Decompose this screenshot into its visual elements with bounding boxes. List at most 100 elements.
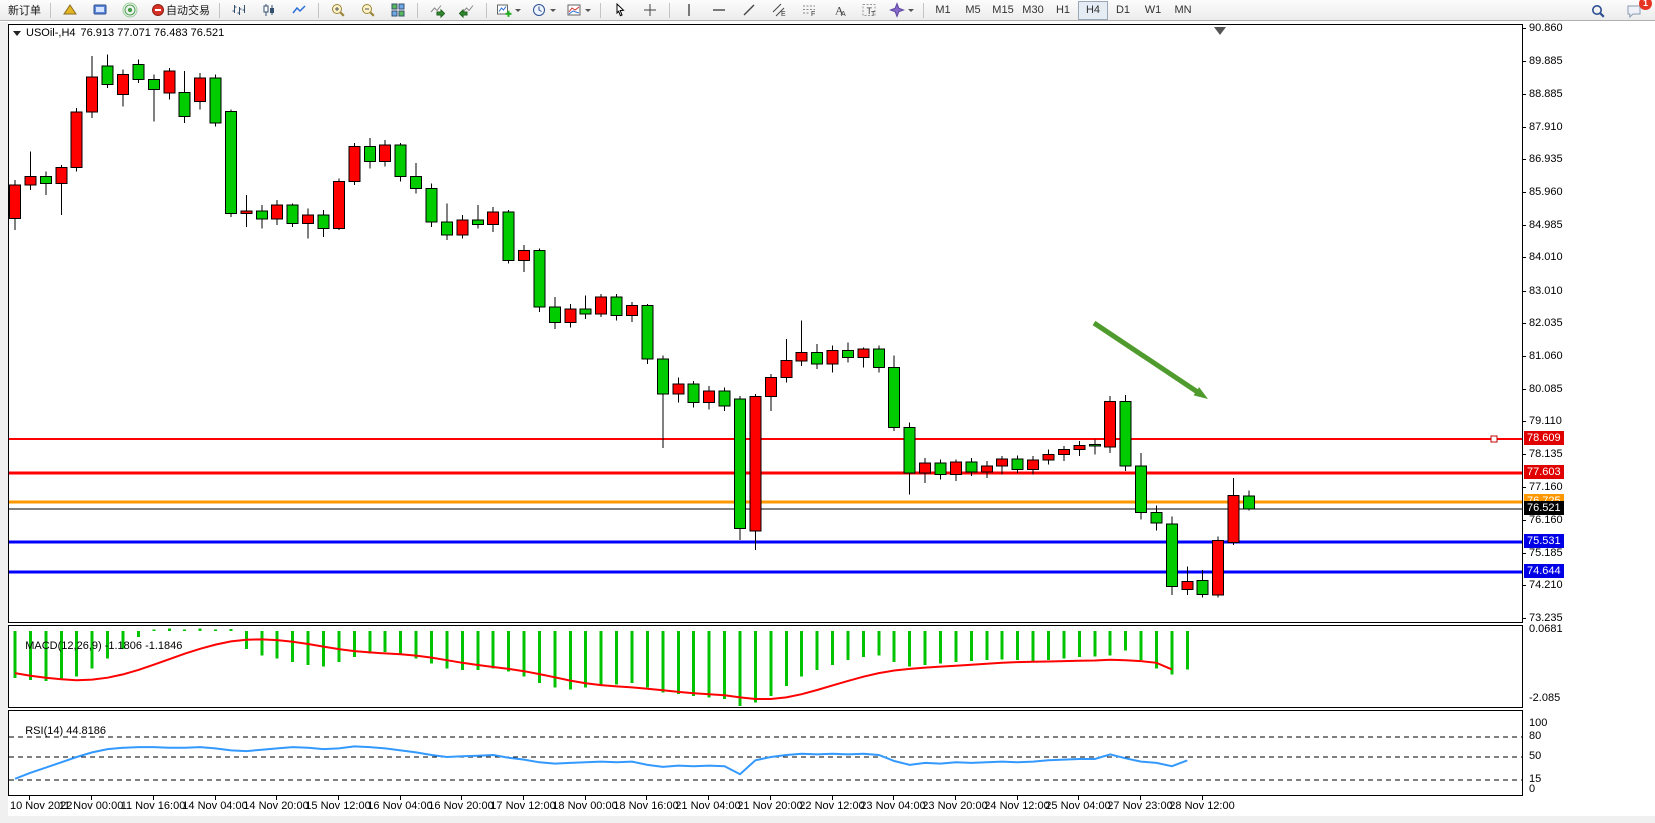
price-axis[interactable]: 90.860 89.885 88.885 87.910 86.935 85.960 84.9…: [1522, 22, 1655, 796]
dropdown-arrow-icon[interactable]: [550, 8, 556, 12]
timeframe-m30-button[interactable]: M30: [1022, 4, 1044, 16]
market-watch-icon[interactable]: [56, 0, 84, 21]
price-tick: [1522, 421, 1526, 422]
crosshair-button[interactable]: [636, 0, 664, 21]
dropdown-arrow-icon[interactable]: [585, 8, 591, 12]
signals-icon[interactable]: [116, 0, 144, 21]
trendline-button[interactable]: [735, 0, 763, 21]
template-button[interactable]: [562, 0, 595, 21]
timeframe-d1-button[interactable]: D1: [1115, 4, 1131, 16]
dropdown-arrow-icon[interactable]: [515, 8, 521, 12]
time-label: 14 Nov 20:00: [243, 800, 309, 812]
timeframe-h4-button[interactable]: H4: [1078, 0, 1108, 20]
time-tick: [832, 796, 833, 800]
time-label: 11 Nov 00:00: [58, 800, 124, 812]
svg-text:A: A: [835, 4, 844, 18]
time-label: 24 Nov 12:00: [984, 800, 1050, 812]
time-label: 10 Nov 2022: [10, 800, 73, 812]
time-label: 15 Nov 12:00: [305, 800, 371, 812]
price-chart-pane[interactable]: USOil-,H4 76.913 77.071 76.483 76.521: [8, 24, 1523, 623]
autotrading-button[interactable]: 自动交易: [146, 0, 214, 21]
time-tick: [1202, 796, 1203, 800]
chart-shift-marker-icon[interactable]: [1214, 27, 1226, 35]
time-tick: [1078, 796, 1079, 800]
zoom-out-button[interactable]: [354, 0, 382, 21]
profiles-button[interactable]: [527, 0, 560, 21]
price-tick-label: 83.010: [1529, 285, 1563, 297]
autotrading-button-label: 自动交易: [166, 5, 210, 17]
bar-chart-button[interactable]: [225, 0, 253, 21]
price-tick-label: 82.035: [1529, 317, 1563, 329]
price-tick-label: 86.935: [1529, 153, 1563, 165]
time-label: 21 Nov 04:00: [675, 800, 741, 812]
time-tick: [215, 796, 216, 800]
time-axis[interactable]: 10 Nov 2022 11 Nov 00:00 11 Nov 16:00 14 No…: [8, 796, 1523, 815]
svg-text:T: T: [867, 6, 873, 16]
price-badge-78.609: 78.609: [1524, 431, 1564, 445]
line-handle[interactable]: [1490, 435, 1498, 443]
candles: [9, 54, 1255, 598]
price-tick: [1522, 487, 1526, 488]
time-label: 18 Nov 00:00: [552, 800, 618, 812]
rsi-label: RSI(14) 44.8186: [25, 725, 106, 737]
timeframe-m5-button[interactable]: M5: [965, 4, 981, 16]
macd-scale-bottom: -2.085: [1529, 692, 1561, 704]
price-tick-label: 73.235: [1529, 612, 1563, 624]
price-tick-label: 90.860: [1529, 22, 1563, 34]
new-order-button[interactable]: 新订单: [4, 0, 45, 21]
chevron-down-icon[interactable]: [13, 30, 21, 36]
timeframe-m1-button[interactable]: M1: [935, 4, 951, 16]
time-tick: [91, 796, 92, 800]
dropdown-arrow-icon[interactable]: [908, 8, 914, 12]
price-tick-label: 78.135: [1529, 448, 1563, 460]
toolbar-separator: [417, 2, 418, 18]
timeframe-h1-button[interactable]: H1: [1055, 4, 1071, 16]
price-tick-label: 87.910: [1529, 121, 1563, 133]
rsi-line: [14, 745, 1188, 780]
svg-text:E: E: [781, 11, 786, 18]
price-tick: [1522, 127, 1526, 128]
new-order-button-label: 新订单: [8, 5, 41, 17]
time-tick: [338, 796, 339, 800]
toolbar-separator: [669, 2, 670, 18]
macd-indicator-pane[interactable]: MACD(12,26,9) -1.1806 -1.1846: [8, 625, 1523, 708]
toolbar-separator: [219, 2, 220, 18]
price-tick-label: 81.060: [1529, 350, 1563, 362]
price-tick-label: 74.210: [1529, 579, 1563, 591]
price-tick: [1522, 520, 1526, 521]
fibonacci-button[interactable]: F: [795, 0, 823, 21]
search-button[interactable]: [1584, 0, 1612, 21]
vertical-line-button[interactable]: [675, 0, 703, 21]
timeframe-mn-button[interactable]: MN: [1174, 4, 1192, 16]
tile-windows-button[interactable]: [384, 0, 412, 21]
zoom-in-button[interactable]: [324, 0, 352, 21]
notifications-button[interactable]: 1: [1620, 0, 1652, 21]
time-tick: [1017, 796, 1018, 800]
auto-scroll-button[interactable]: [423, 0, 451, 21]
arrows-button[interactable]: [885, 0, 918, 21]
toolbar-right-group: 1: [1583, 0, 1652, 21]
line-chart-button[interactable]: [285, 0, 313, 21]
time-tick: [1140, 796, 1141, 800]
new-chart-button[interactable]: [492, 0, 525, 21]
time-label: 22 Nov 12:00: [799, 800, 865, 812]
window-bottom-margin: [0, 816, 1655, 823]
time-tick: [461, 796, 462, 800]
chart-shift-button[interactable]: [453, 0, 481, 21]
terminal-icon[interactable]: [86, 0, 114, 21]
macd-scale-top: 0.0681: [1529, 623, 1563, 635]
equidistant-channel-button[interactable]: E: [765, 0, 793, 21]
time-tick: [646, 796, 647, 800]
price-tick: [1522, 323, 1526, 324]
cursor-button[interactable]: [606, 0, 634, 21]
trend-arrow[interactable]: [1092, 320, 1208, 399]
horizontal-line-button[interactable]: [705, 0, 733, 21]
time-label: 21 Nov 20:00: [737, 800, 803, 812]
timeframe-m15-button[interactable]: M15: [992, 4, 1014, 16]
toolbar-separator: [600, 2, 601, 18]
candlestick-chart-button[interactable]: [255, 0, 283, 21]
rsi-indicator-pane[interactable]: RSI(14) 44.8186: [8, 710, 1523, 796]
timeframe-w1-button[interactable]: W1: [1144, 4, 1162, 16]
